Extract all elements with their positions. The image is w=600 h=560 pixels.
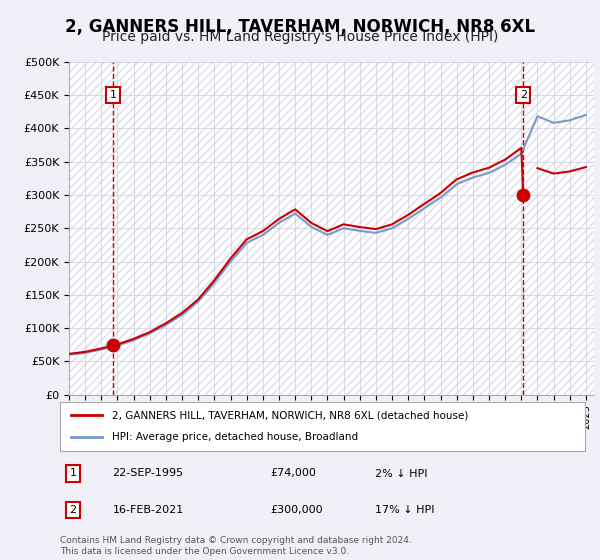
Text: 1: 1: [109, 90, 116, 100]
Point: [108, 341, 118, 350]
Text: 1: 1: [70, 469, 77, 478]
Text: £300,000: £300,000: [270, 505, 323, 515]
Text: 2, GANNERS HILL, TAVERHAM, NORWICH, NR8 6XL (detached house): 2, GANNERS HILL, TAVERHAM, NORWICH, NR8 …: [113, 410, 469, 421]
Text: 16-FEB-2021: 16-FEB-2021: [113, 505, 184, 515]
Text: 2: 2: [520, 90, 527, 100]
Text: 2% ↓ HPI: 2% ↓ HPI: [375, 469, 427, 478]
Text: Contains HM Land Registry data © Crown copyright and database right 2024.
This d: Contains HM Land Registry data © Crown c…: [60, 536, 412, 556]
Text: £74,000: £74,000: [270, 469, 316, 478]
Text: 2, GANNERS HILL, TAVERHAM, NORWICH, NR8 6XL: 2, GANNERS HILL, TAVERHAM, NORWICH, NR8 …: [65, 18, 535, 36]
Point: [518, 190, 528, 199]
Text: 2: 2: [70, 505, 77, 515]
Text: Price paid vs. HM Land Registry's House Price Index (HPI): Price paid vs. HM Land Registry's House …: [102, 30, 498, 44]
Text: HPI: Average price, detached house, Broadland: HPI: Average price, detached house, Broa…: [113, 432, 359, 442]
Text: 22-SEP-1995: 22-SEP-1995: [113, 469, 184, 478]
Text: 17% ↓ HPI: 17% ↓ HPI: [375, 505, 434, 515]
